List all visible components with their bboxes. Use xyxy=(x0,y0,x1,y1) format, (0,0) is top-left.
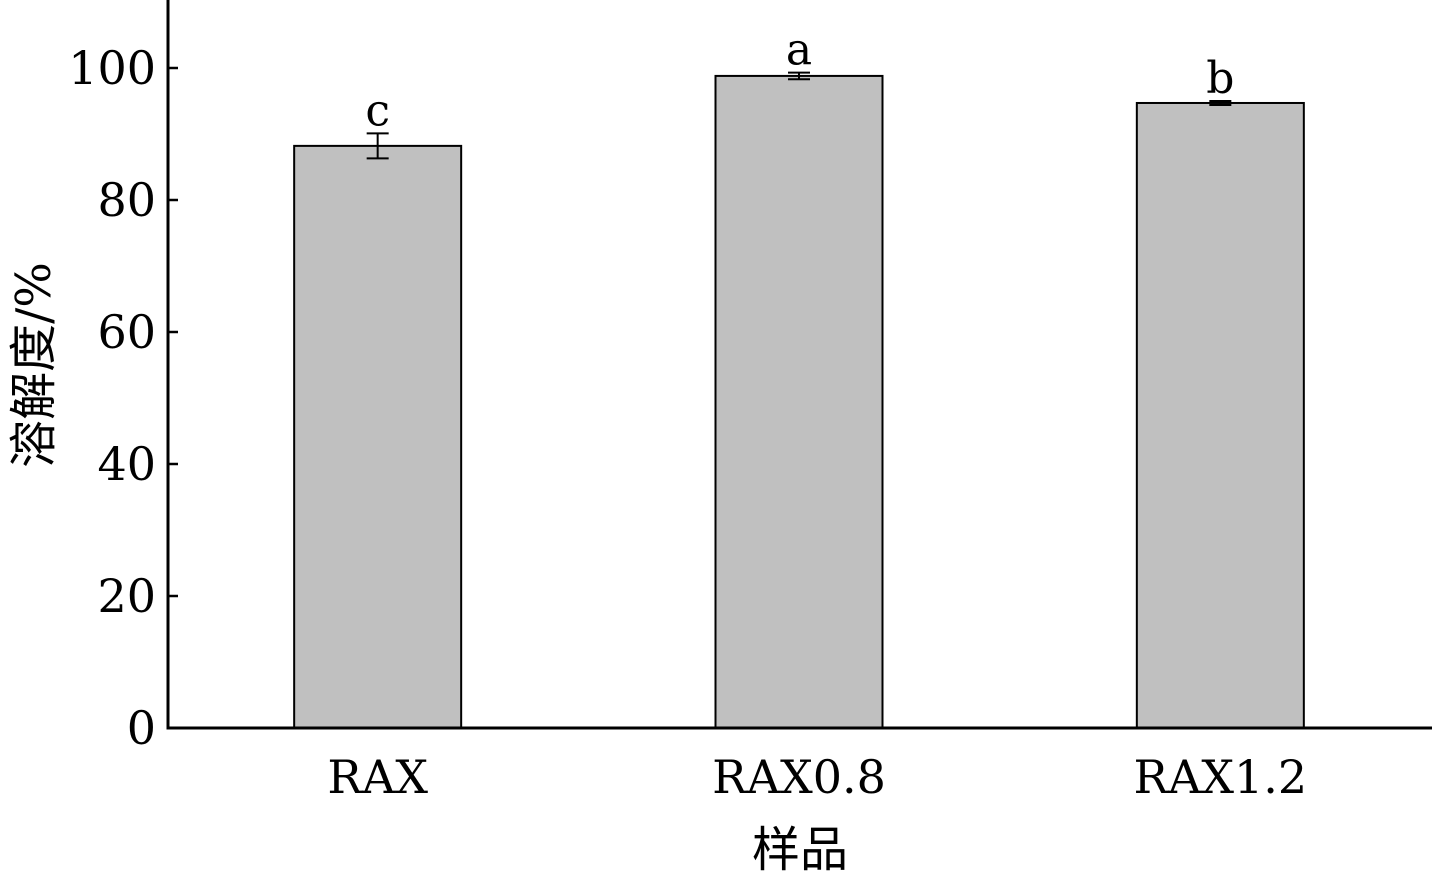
y-tick-label-0: 0 xyxy=(127,701,156,755)
significance-letter-b: b xyxy=(1206,53,1234,104)
y-tick-label-80: 80 xyxy=(97,173,156,227)
bar-rax1-2 xyxy=(1135,101,1305,730)
y-axis: 0 20 40 60 80 100 xyxy=(68,0,178,755)
significance-letter-c: c xyxy=(365,85,390,136)
y-axis-title: 溶解度/% xyxy=(6,262,62,468)
error-bar-rax xyxy=(366,132,389,160)
y-tick-label-100: 100 xyxy=(68,41,156,95)
x-axis-title: 样品 xyxy=(752,822,848,874)
bar-rax0-8 xyxy=(714,74,884,730)
y-tick-label-40: 40 xyxy=(97,437,156,491)
significance-letter-a: a xyxy=(786,25,812,76)
x-tick-label-rax: RAX xyxy=(327,750,428,804)
y-tick-label-20: 20 xyxy=(97,569,156,623)
x-tick-label-rax1-2: RAX1.2 xyxy=(1133,750,1307,804)
x-axis: RAX RAX0.8 RAX1.2 xyxy=(166,726,1432,804)
bar-rax xyxy=(293,144,463,729)
error-bar-rax0-8 xyxy=(788,71,810,81)
error-bars-layer xyxy=(366,71,1232,160)
y-tick-label-60: 60 xyxy=(97,305,156,359)
bars-layer xyxy=(293,74,1305,730)
x-tick-label-rax0-8: RAX0.8 xyxy=(712,750,886,804)
error-bar-rax1-2 xyxy=(1209,100,1232,106)
significance-letters-layer: c a b xyxy=(365,25,1234,137)
